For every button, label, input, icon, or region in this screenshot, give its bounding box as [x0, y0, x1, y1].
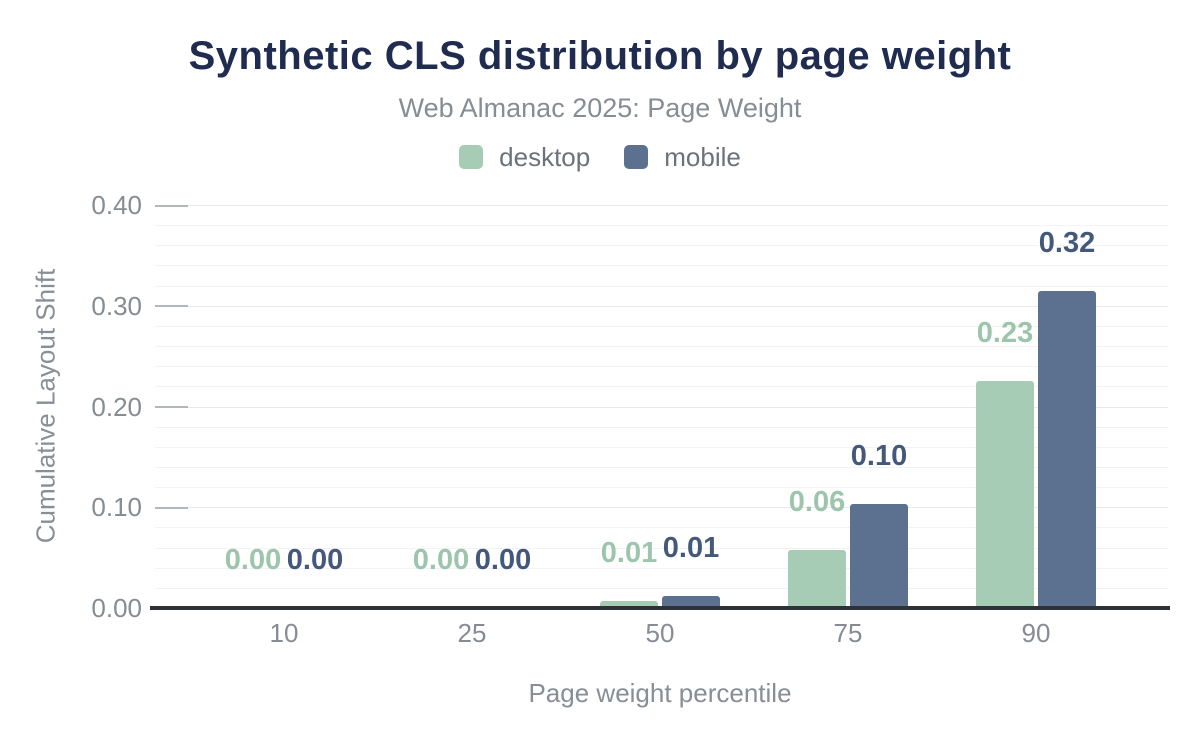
bar-label-desktop-10: 0.00	[224, 544, 282, 576]
bar-desktop-90	[976, 381, 1034, 608]
minor-gridline	[155, 245, 1168, 247]
desktop-series-swatch-icon	[459, 145, 484, 169]
bar-label-mobile-50: 0.01	[662, 532, 720, 564]
legend-label-desktop: desktop	[499, 141, 591, 172]
bar-label-desktop-75: 0.06	[788, 486, 846, 518]
bar-mobile-50	[662, 596, 720, 608]
minor-gridline	[155, 446, 1168, 448]
y-tick-label: 0.00	[91, 593, 142, 623]
major-gridline	[155, 406, 1168, 408]
minor-gridline	[155, 527, 1168, 529]
minor-gridline	[155, 587, 1168, 589]
bar-desktop-75	[788, 550, 846, 608]
minor-gridline	[155, 547, 1168, 549]
mobile-series-swatch-icon	[624, 145, 649, 169]
y-tick-label: 0.40	[91, 190, 142, 220]
y-tick-label: 0.20	[91, 391, 142, 422]
y-axis-title: Cumulative Layout Shift	[30, 268, 61, 544]
chart-subtitle: Web Almanac 2025: Page Weight	[398, 93, 802, 123]
minor-gridline	[155, 366, 1168, 368]
bar-label-mobile-25: 0.00	[474, 544, 532, 576]
x-axis-line	[150, 606, 1170, 610]
x-tick-label: 10	[269, 618, 299, 648]
bar-mobile-75	[850, 504, 908, 608]
bar-mobile-90	[1038, 291, 1096, 608]
x-axis-title: Page weight percentile	[528, 678, 792, 708]
bar-desktop-50	[600, 601, 658, 608]
y-axis-tick	[155, 204, 188, 207]
legend: desktop mobile	[0, 142, 1200, 173]
y-axis-tick	[155, 506, 188, 509]
minor-gridline	[155, 265, 1168, 267]
bar-label-mobile-10: 0.00	[286, 544, 344, 576]
y-tick-label: 0.30	[91, 290, 142, 321]
x-tick-label: 50	[645, 618, 675, 648]
bar-label-mobile-75: 0.10	[850, 440, 908, 472]
legend-item-mobile[interactable]: mobile	[624, 142, 741, 173]
minor-gridline	[155, 285, 1168, 287]
bar-label-mobile-90: 0.32	[1038, 227, 1096, 259]
major-gridline	[155, 205, 1168, 206]
minor-gridline	[155, 426, 1168, 428]
y-axis-tick	[155, 305, 188, 308]
major-gridline	[155, 507, 1168, 509]
x-tick-label: 90	[1021, 618, 1051, 648]
major-gridline	[155, 305, 1168, 307]
legend-label-mobile: mobile	[664, 141, 741, 172]
y-tick-label: 0.10	[91, 492, 142, 523]
y-axis-tick	[155, 406, 188, 408]
minor-gridline	[155, 487, 1168, 489]
minor-gridline	[155, 225, 1168, 227]
minor-gridline	[155, 466, 1168, 468]
minor-gridline	[155, 346, 1168, 348]
legend-item-desktop[interactable]: desktop	[459, 142, 590, 173]
x-tick-label: 25	[457, 618, 487, 648]
chart-title: Synthetic CLS distribution by page weigh…	[188, 34, 1012, 78]
minor-gridline	[155, 567, 1168, 569]
x-tick-label: 75	[833, 618, 863, 648]
minor-gridline	[155, 325, 1168, 327]
bar-label-desktop-50: 0.01	[600, 537, 658, 569]
minor-gridline	[155, 386, 1168, 388]
bar-label-desktop-25: 0.00	[412, 544, 470, 576]
bar-label-desktop-90: 0.23	[976, 317, 1034, 349]
